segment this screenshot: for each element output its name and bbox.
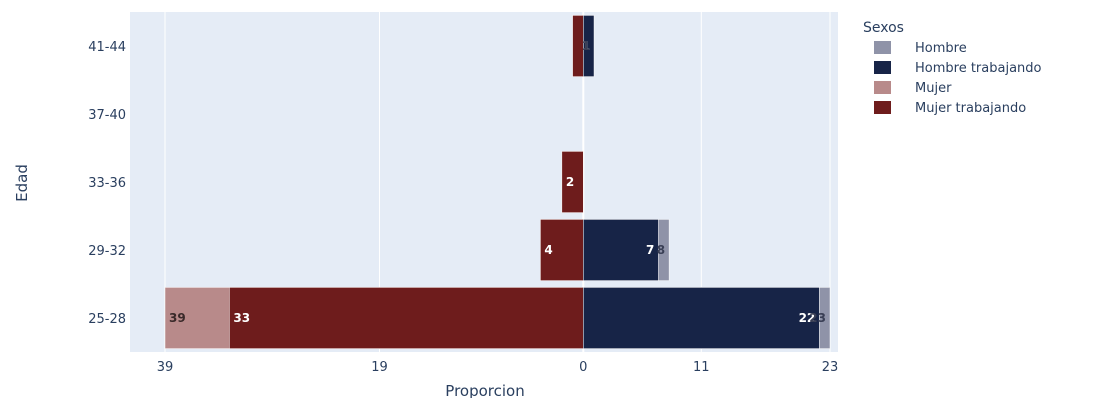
bar-value-label: 4 <box>544 243 552 257</box>
legend-swatch <box>874 41 891 54</box>
legend-item[interactable]: Hombre <box>874 41 967 56</box>
legend-label: Mujer <box>915 81 952 96</box>
legend-label: Hombre <box>915 41 967 56</box>
legend-swatch <box>874 81 891 94</box>
legend-item[interactable]: Mujer trabajando <box>874 101 1026 116</box>
x-tick-label: 23 <box>822 360 839 375</box>
x-axis-ticks: 39 19 0 11 23 <box>157 360 839 375</box>
legend-item[interactable]: Mujer <box>874 81 952 96</box>
bar-value-label: 7 <box>646 243 654 257</box>
bar-value-label: 39 <box>169 311 186 325</box>
y-axis-title: Edad <box>13 164 31 202</box>
bar-hombre-trabajando[interactable] <box>583 15 595 77</box>
bar-value-label: 23 <box>809 311 826 325</box>
bar-hombre-trabajando[interactable] <box>583 287 820 349</box>
legend-swatch <box>874 101 891 114</box>
bar-mujer-trabajando[interactable] <box>561 151 584 213</box>
x-axis-title: Proporcion <box>445 382 524 398</box>
y-axis-ticks: 25-28 29-32 33-36 37-40 41-44 <box>88 40 126 327</box>
x-tick-label: 0 <box>579 360 587 375</box>
x-tick-label: 19 <box>371 360 388 375</box>
y-tick-label: 41-44 <box>88 40 126 55</box>
y-tick-label: 33-36 <box>88 176 126 191</box>
bar-value-label: 1 <box>582 39 590 53</box>
bar-value-label: 8 <box>657 243 665 257</box>
x-tick-label: 11 <box>693 360 710 375</box>
bar-mujer-trabajando[interactable] <box>229 287 584 349</box>
y-tick-label: 25-28 <box>88 312 126 327</box>
legend[interactable]: Sexos Hombre Hombre trabajando Mujer Mujer … <box>863 20 1042 116</box>
legend-label: Mujer trabajando <box>915 101 1026 116</box>
bar-value-label: 2 <box>566 175 574 189</box>
x-tick-label: 39 <box>157 360 174 375</box>
legend-item[interactable]: Hombre trabajando <box>874 61 1042 76</box>
legend-label: Hombre trabajando <box>915 61 1042 76</box>
bar-value-label: 33 <box>233 311 250 325</box>
legend-swatch <box>874 61 891 74</box>
bar-value-label: 22 <box>799 311 816 325</box>
y-tick-label: 37-40 <box>88 108 126 123</box>
legend-title: Sexos <box>863 20 904 36</box>
bars <box>164 15 831 349</box>
bar-value-label: 1 <box>582 39 590 53</box>
y-tick-label: 29-32 <box>88 244 126 259</box>
bar-mujer-trabajando[interactable] <box>540 219 584 281</box>
bar-hombre-trabajando[interactable] <box>583 219 659 281</box>
